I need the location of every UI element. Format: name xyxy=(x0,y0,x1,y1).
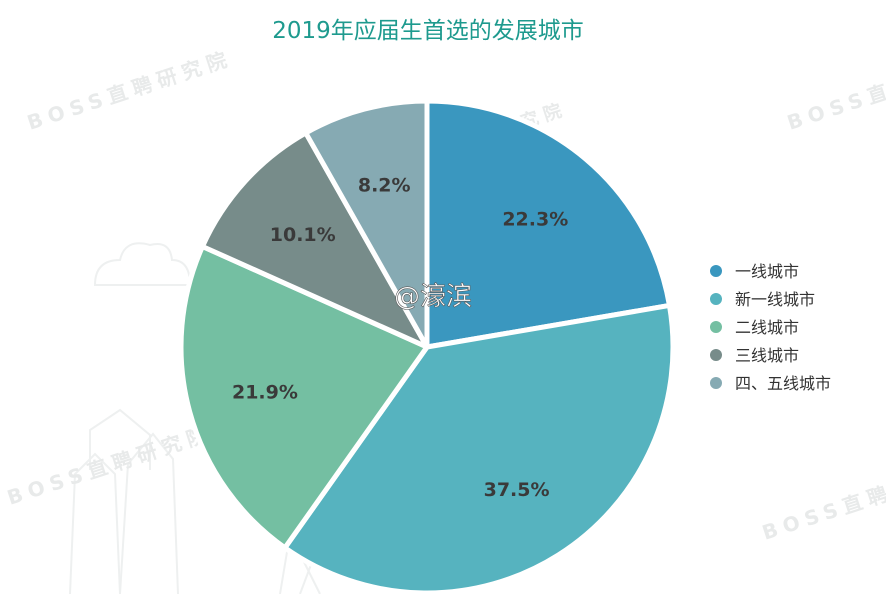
legend-label: 四、五线城市 xyxy=(735,374,831,393)
legend-swatch xyxy=(710,377,722,389)
watermark-text: BOSS直聘研究院 xyxy=(784,46,886,135)
slice-value-label: 10.1% xyxy=(270,224,336,246)
legend-label: 三线城市 xyxy=(735,346,799,365)
pie-slice xyxy=(424,98,672,350)
slice-value-label: 21.9% xyxy=(232,381,298,403)
watermark-handle: @濠滨 xyxy=(394,282,472,312)
watermark-text: BOSS直聘研究院 xyxy=(24,46,235,135)
pie-slice xyxy=(282,302,676,594)
watermark-text: BOSS直聘研究院 xyxy=(4,421,215,510)
slice-value-label: 37.5% xyxy=(484,479,550,501)
pie-slice xyxy=(199,130,430,350)
legend-swatch xyxy=(710,321,722,333)
watermark-text: BOSS直聘研究院 xyxy=(759,456,886,545)
legend-swatch xyxy=(710,349,722,361)
legend-label: 二线城市 xyxy=(735,318,799,337)
legend-label: 新一线城市 xyxy=(735,290,815,309)
slice-labels: 22.3% 37.5% 21.9% 10.1% 8.2% xyxy=(232,175,568,502)
legend-label: 一线城市 xyxy=(735,262,799,281)
pie-slice xyxy=(303,98,430,350)
slice-value-label: 8.2% xyxy=(358,175,411,197)
pie xyxy=(178,98,676,594)
legend-swatch xyxy=(710,293,722,305)
legend-swatch xyxy=(710,265,722,277)
slice-value-label: 22.3% xyxy=(502,209,568,231)
chart-title: 2019年应届生首选的发展城市 xyxy=(272,18,584,44)
